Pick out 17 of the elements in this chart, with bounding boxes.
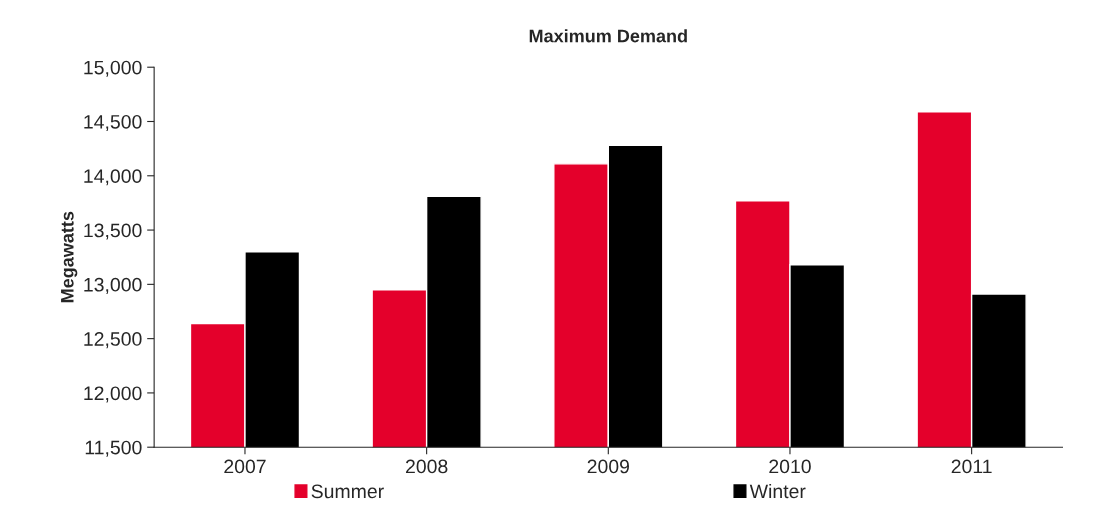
chart-title: Maximum Demand bbox=[529, 29, 687, 43]
y-axis-title: Megawatts bbox=[61, 211, 78, 303]
y-tick-label: 15,000 bbox=[84, 60, 142, 77]
y-tick-label: 14,000 bbox=[84, 169, 142, 186]
y-tick-label: 14,500 bbox=[84, 114, 142, 132]
x-tick-label: 2009 bbox=[587, 459, 630, 474]
x-tick-label: 2010 bbox=[769, 459, 811, 474]
x-tick-label: 2007 bbox=[224, 459, 266, 474]
x-tick-label: 2011 bbox=[951, 459, 992, 474]
y-tick-label: 13,500 bbox=[84, 223, 142, 240]
legend-label: Winter bbox=[749, 483, 806, 499]
y-tick-label: 12,000 bbox=[84, 386, 142, 403]
y-tick-label: 13,000 bbox=[84, 277, 142, 294]
x-tick-label: 2008 bbox=[405, 459, 448, 474]
y-tick-label: 12,500 bbox=[84, 332, 142, 349]
legend-label: Summer bbox=[311, 484, 384, 499]
y-tick-label: 11,500 bbox=[85, 440, 142, 457]
